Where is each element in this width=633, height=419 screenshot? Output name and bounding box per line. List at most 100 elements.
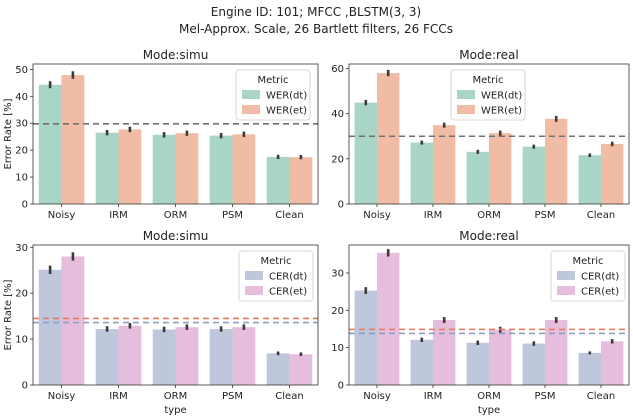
legend-swatch (245, 286, 263, 295)
bar-WER(et)-Clean (601, 143, 624, 204)
chart-title: Mode:simu (143, 48, 209, 62)
bar-CER(et)-PSM (545, 320, 568, 385)
y-tick-label: 20 (331, 306, 344, 317)
chart-panel-4: Mode:real 0 10 20 30 Noisy IRM ORM PSM Clean type M… (331, 229, 630, 416)
bar-CER(et)-IRM (433, 320, 456, 385)
bar-WER(dt)-ORM (152, 134, 176, 204)
legend-swatch (557, 271, 575, 280)
bar-CER(et)-Clean (289, 354, 313, 385)
y-tick-label: 50 (15, 65, 28, 76)
bar-WER(dt)-Noisy (354, 102, 377, 204)
legend-title: Metric (572, 256, 603, 267)
y-tick-label: 20 (15, 146, 28, 157)
x-tick-label: Clean (587, 210, 615, 221)
x-tick-label: Clean (587, 391, 615, 402)
bar-WER(dt)-Noisy (38, 84, 62, 204)
bar-WER(dt)-IRM (95, 132, 119, 204)
legend: Metric CER(dt) CER(et) (238, 250, 314, 302)
bar-WER(dt)-PSM (522, 146, 545, 204)
bar-WER(dt)-ORM (466, 151, 489, 204)
y-tick-label: 60 (331, 64, 344, 75)
bar-WER(et)-Noisy (61, 75, 85, 205)
y-tick-label: 0 (338, 200, 344, 211)
x-tick-label: IRM (424, 210, 443, 221)
legend-swatch (245, 271, 263, 280)
bar-CER(et)-IRM (118, 325, 142, 385)
bar-CER(dt)-Clean (578, 352, 601, 385)
y-tick-label: 0 (22, 200, 28, 211)
bar-CER(et)-Noisy (377, 252, 400, 385)
chart-panel-1: Mode:simu 0 10 20 30 40 50 Noisy IRM ORM PSM Clean E… (3, 48, 319, 221)
y-tick-label: 40 (15, 92, 28, 103)
x-tick-label: Noisy (363, 391, 391, 402)
bar-CER(et)-Noisy (61, 256, 85, 385)
bar-WER(et)-ORM (489, 133, 512, 204)
bar-CER(et)-ORM (489, 329, 512, 385)
y-tick-label: 30 (15, 119, 28, 130)
x-tick-label: PSM (534, 210, 555, 221)
chart-title: Mode:simu (143, 229, 209, 243)
legend-label: CER(dt) (269, 272, 307, 283)
bar-CER(dt)-ORM (466, 342, 489, 385)
y-tick-label: 30 (331, 269, 344, 280)
legend-swatch (457, 90, 475, 99)
chart-title: Mode:real (459, 48, 518, 62)
chart-panel-3: Mode:simu 0 10 20 30 Noisy IRM ORM PSM Clean Error… (3, 229, 319, 416)
figure-title-line1: Engine ID: 101; MFCC ,BLSTM(3, 3) (211, 5, 421, 19)
legend-label: CER(et) (581, 287, 619, 298)
bar-CER(dt)-Noisy (354, 290, 377, 385)
y-tick-label: 20 (15, 289, 28, 300)
bar-WER(dt)-PSM (209, 135, 233, 204)
y-tick-label: 0 (22, 381, 28, 392)
bar-CER(dt)-Noisy (38, 269, 62, 385)
x-tick-label: Clean (275, 210, 303, 221)
x-tick-label: Noisy (48, 391, 76, 402)
legend-label: CER(dt) (581, 272, 619, 283)
bar-CER(dt)-IRM (410, 339, 433, 385)
legend-label: CER(et) (269, 287, 307, 298)
y-axis-label: Error Rate [%] (3, 98, 14, 169)
x-axis-label: type (478, 405, 500, 416)
legend: Metric WER(dt) WER(et) (235, 69, 311, 121)
legend-label: WER(dt) (266, 91, 307, 102)
bar-WER(dt)-Clean (578, 155, 601, 204)
legend-label: WER(dt) (481, 91, 522, 102)
bar-CER(et)-ORM (175, 327, 199, 385)
x-axis-label: type (164, 405, 186, 416)
x-tick-label: Clean (275, 391, 303, 402)
y-tick-label: 0 (338, 381, 344, 392)
chart-panel-2: Mode:real 0 20 40 60 Noisy IRM ORM PSM Clean Metri… (331, 48, 630, 221)
bar-CER(et)-PSM (232, 327, 256, 385)
x-tick-label: PSM (222, 391, 243, 402)
x-tick-label: ORM (164, 391, 187, 402)
x-tick-label: Noisy (363, 210, 391, 221)
bar-WER(dt)-Clean (266, 156, 290, 204)
y-tick-label: 20 (331, 154, 344, 165)
legend-title: Metric (257, 75, 288, 86)
legend: Metric CER(dt) CER(et) (550, 250, 626, 302)
chart-title: Mode:real (459, 229, 518, 243)
y-tick-label: 40 (331, 109, 344, 120)
x-tick-label: ORM (164, 210, 187, 221)
x-tick-label: PSM (222, 210, 243, 221)
legend-swatch (242, 105, 260, 114)
x-tick-label: IRM (424, 391, 443, 402)
figure-title-line2: Mel-Approx. Scale, 26 Bartlett filters, … (179, 22, 453, 36)
bar-CER(dt)-IRM (95, 329, 119, 385)
x-tick-label: IRM (109, 210, 128, 221)
x-tick-label: IRM (109, 391, 128, 402)
bar-WER(dt)-IRM (410, 142, 433, 204)
legend-title: Metric (472, 75, 503, 86)
y-tick-label: 10 (331, 343, 344, 354)
x-tick-label: PSM (534, 391, 555, 402)
bar-WER(et)-PSM (545, 118, 568, 204)
bar-WER(et)-Noisy (377, 73, 400, 204)
x-tick-label: Noisy (48, 210, 76, 221)
legend-label: WER(et) (266, 106, 307, 117)
y-tick-label: 10 (15, 335, 28, 346)
y-tick-label: 10 (15, 173, 28, 184)
bar-WER(et)-Clean (289, 157, 313, 204)
bar-CER(dt)-Clean (266, 353, 290, 385)
bar-WER(et)-ORM (175, 133, 199, 204)
